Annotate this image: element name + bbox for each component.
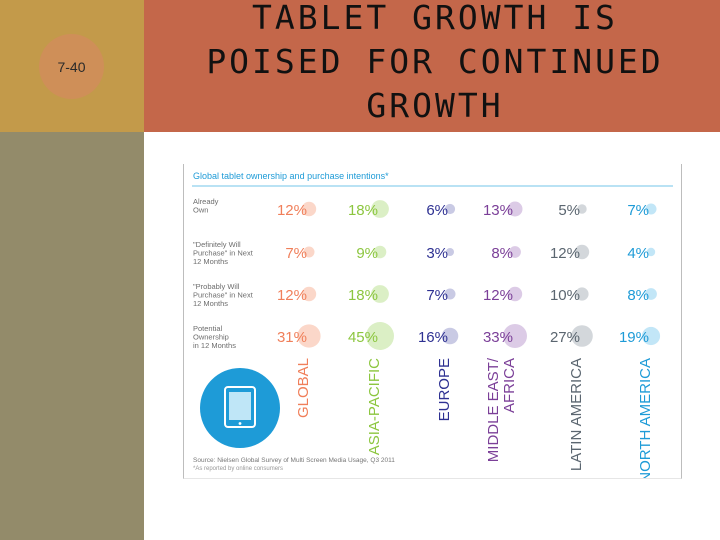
value-bubble xyxy=(301,201,317,217)
column-label: AFRICA xyxy=(501,358,518,413)
row-label: Potential Ownership in 12 Months xyxy=(193,324,236,350)
value-bubble xyxy=(371,285,389,303)
value-bubble xyxy=(503,324,527,348)
value-bubble xyxy=(371,200,389,218)
slide-title: TABLET GROWTH IS POISED FOR CONTINUED GR… xyxy=(206,0,664,125)
value-label: 12% xyxy=(483,287,513,304)
tablet-icon-button xyxy=(238,422,242,425)
value-label: 7% xyxy=(426,287,448,304)
value-bubble xyxy=(574,244,590,260)
tablet-icon-body xyxy=(224,386,256,428)
value-label: 45% xyxy=(348,329,378,346)
column-label: MIDDLE EAST/ xyxy=(485,357,502,462)
value-bubble xyxy=(575,287,589,301)
value-bubble xyxy=(507,286,523,302)
value-label: 8% xyxy=(627,287,649,304)
tablet-ownership-chart: Global tablet ownership and purchase int… xyxy=(192,171,673,478)
value-bubble xyxy=(297,324,321,348)
value-label: 9% xyxy=(356,245,378,262)
tablet-icon-screen xyxy=(229,392,251,420)
column-label: EUROPE xyxy=(436,358,453,421)
value-label: 18% xyxy=(348,202,378,219)
value-bubble xyxy=(444,288,456,300)
chart-title: Global tablet ownership and purchase int… xyxy=(193,171,389,181)
value-label: 12% xyxy=(277,287,307,304)
row-label: "Definitely Will Purchase" in Next 12 Mont… xyxy=(193,240,254,266)
value-bubble xyxy=(641,326,661,346)
value-label: 12% xyxy=(277,202,307,219)
value-bubble xyxy=(507,201,523,217)
value-label: 8% xyxy=(491,245,513,262)
row-label: Already Own xyxy=(193,197,219,215)
value-label: 12% xyxy=(550,245,580,262)
value-label: 6% xyxy=(426,202,448,219)
value-label: 7% xyxy=(285,245,307,262)
value-bubble xyxy=(441,327,459,345)
row-label: "Probably Will Purchase" in Next 12 Months xyxy=(193,282,254,308)
value-label: 3% xyxy=(426,245,448,262)
source-note: Source: Nielsen Global Survey of Multi S… xyxy=(193,457,395,464)
value-label: 19% xyxy=(619,329,649,346)
slide-number: 7-40 xyxy=(39,34,104,99)
value-label: 4% xyxy=(627,245,649,262)
value-bubble xyxy=(301,286,317,302)
value-bubble xyxy=(373,245,387,259)
value-label: 16% xyxy=(418,329,448,346)
title-band xyxy=(144,0,720,132)
footnote: *As reported by online consumers xyxy=(193,466,283,472)
column-label: ASIA-PACIFIC xyxy=(366,358,383,455)
value-bubble xyxy=(577,204,587,214)
value-bubble xyxy=(444,203,456,215)
value-label: 5% xyxy=(558,202,580,219)
value-bubble xyxy=(645,203,657,215)
olive-band xyxy=(0,132,144,540)
column-label: LATIN AMERICA xyxy=(568,358,585,471)
value-label: 27% xyxy=(550,329,580,346)
value-bubble xyxy=(366,322,394,350)
value-label: 18% xyxy=(348,287,378,304)
value-bubble xyxy=(509,246,521,258)
column-label: NORTH AMERICA xyxy=(637,358,654,478)
value-bubble xyxy=(571,325,593,347)
value-label: 31% xyxy=(277,329,307,346)
value-label: 10% xyxy=(550,287,580,304)
value-label: 7% xyxy=(627,202,649,219)
value-bubble xyxy=(645,288,657,300)
column-label: GLOBAL xyxy=(295,358,312,418)
value-label: 13% xyxy=(483,202,513,219)
chart-figure: Global tablet ownership and purchase int… xyxy=(183,164,682,479)
value-label: 33% xyxy=(483,329,513,346)
value-bubble xyxy=(303,246,315,258)
value-bubble xyxy=(646,247,656,257)
value-bubble xyxy=(446,248,454,256)
